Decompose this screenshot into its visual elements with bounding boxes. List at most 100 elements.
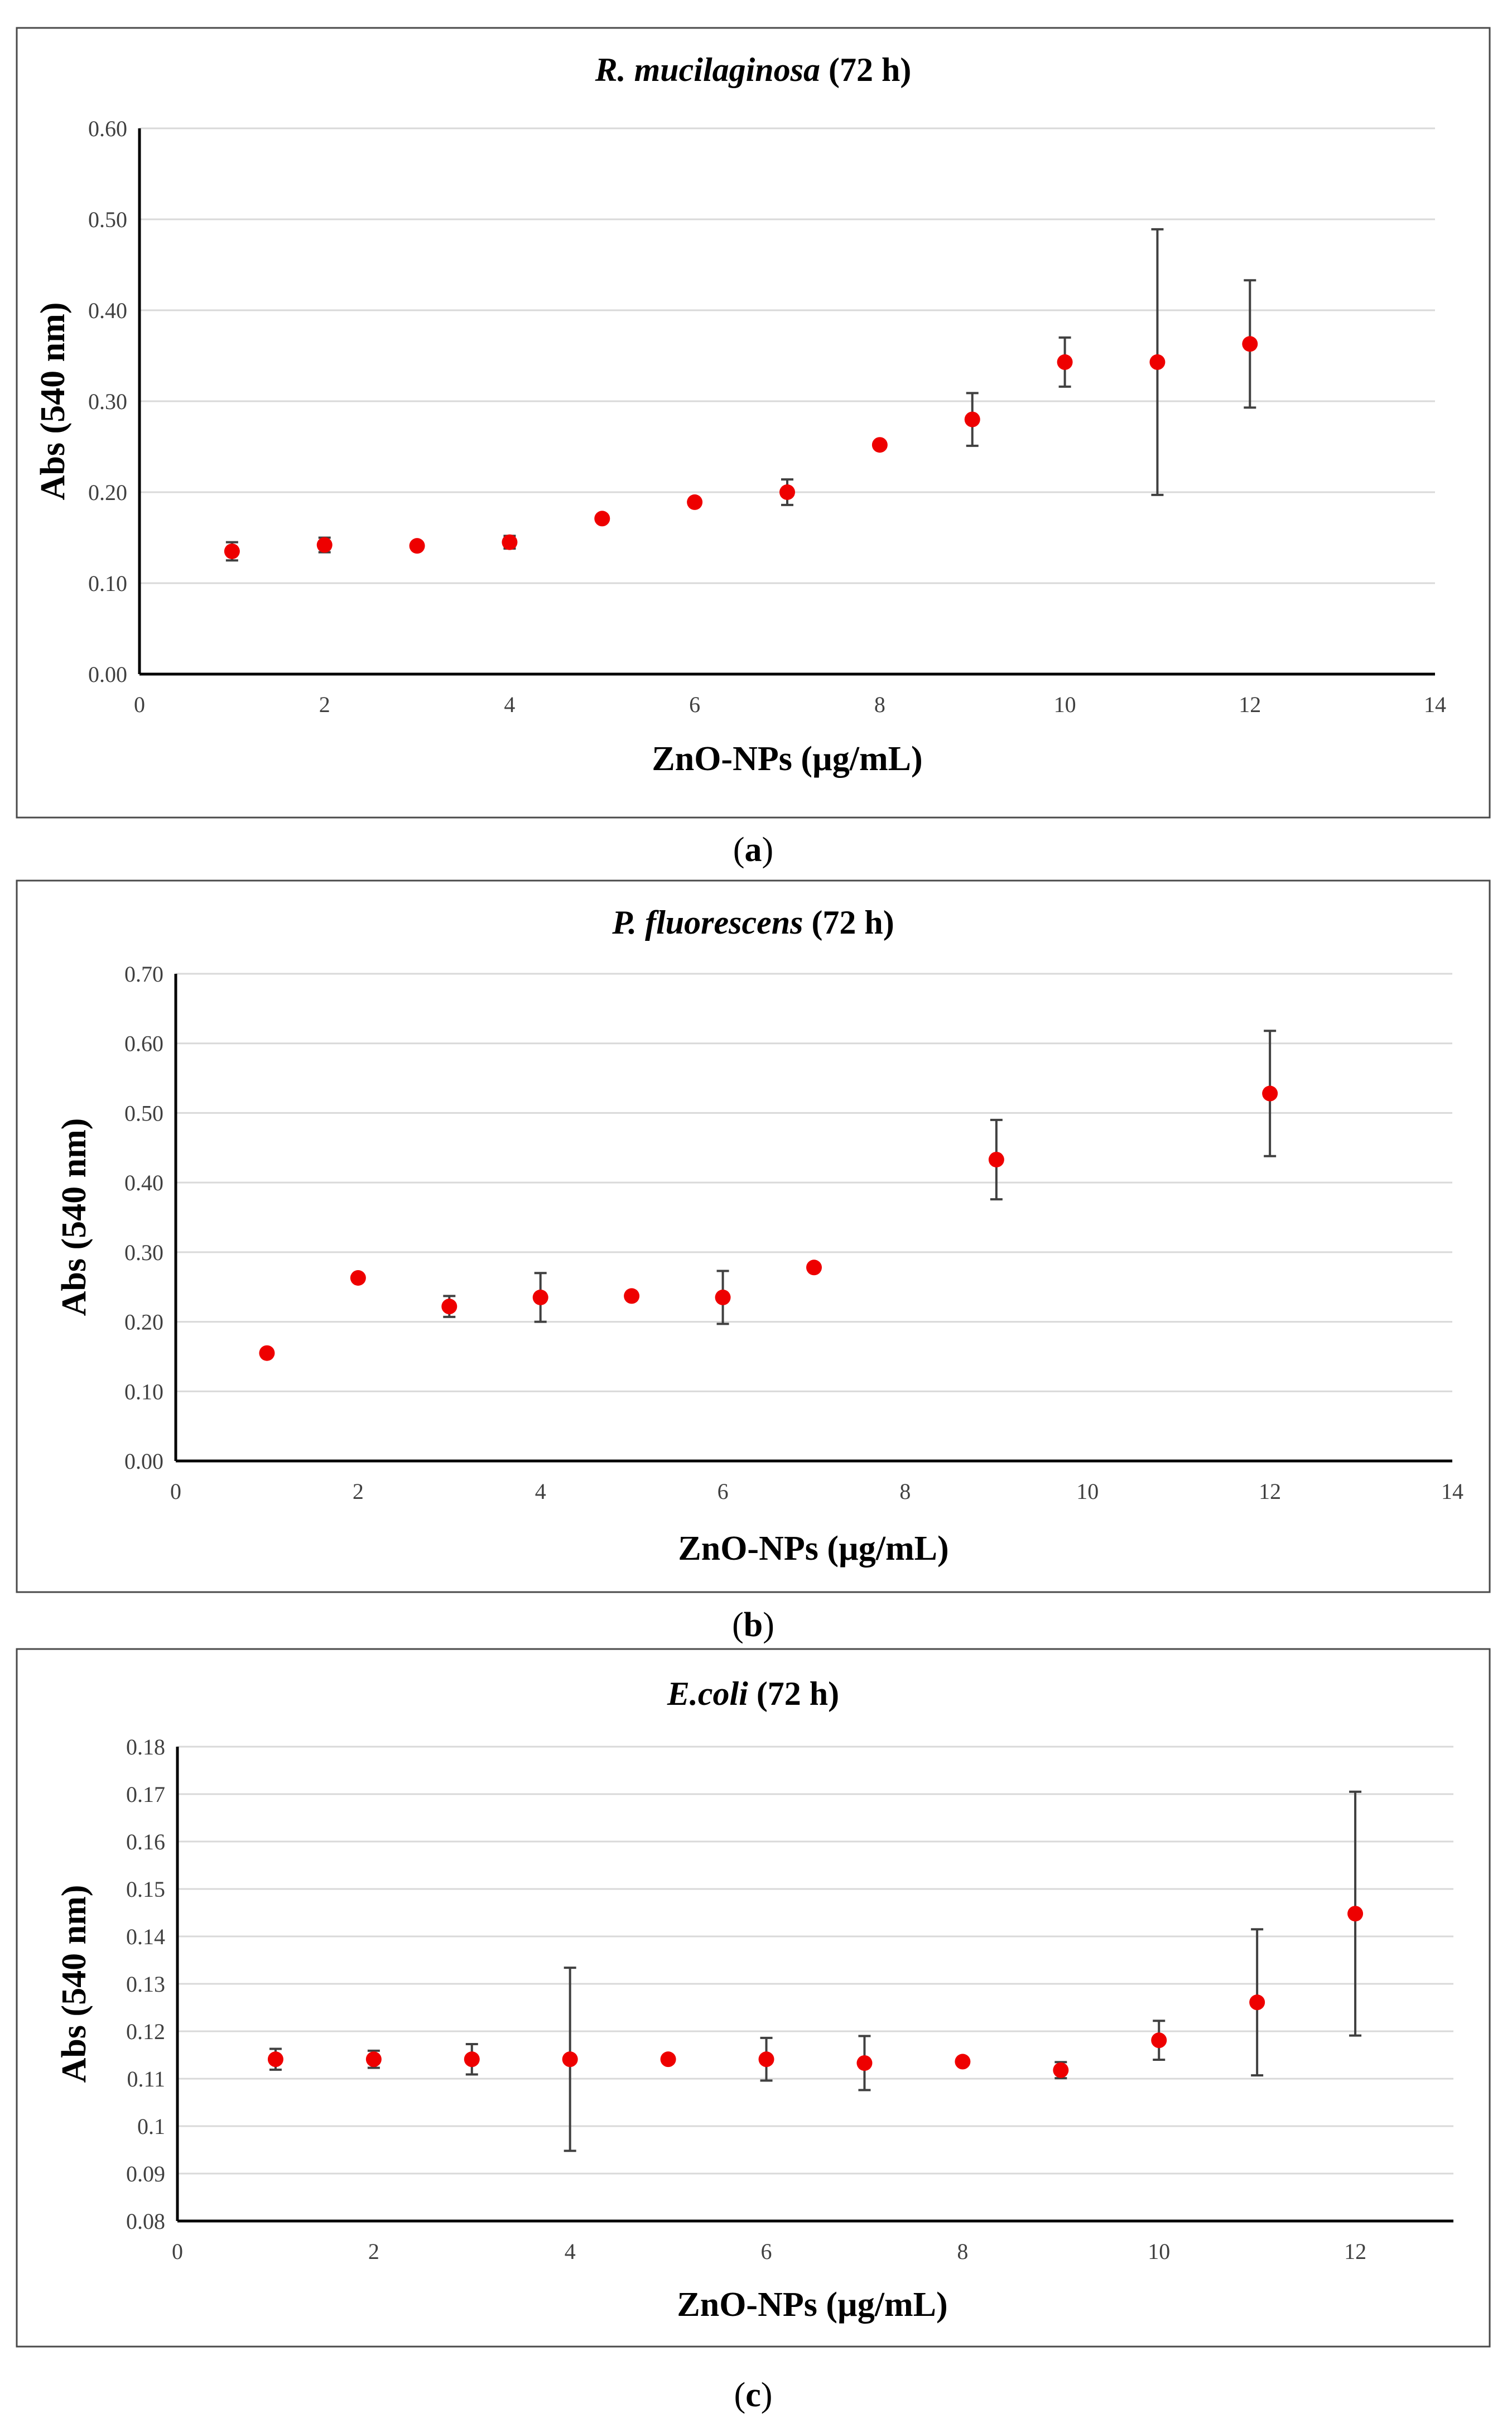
y-tick-b-3: 0.30: [124, 1240, 163, 1265]
y-tick-b-4: 0.40: [124, 1170, 163, 1195]
data-point-c-1: [267, 2047, 283, 2071]
panel-a: R. mucilaginosa (72 h) 0.000.100.200.300…: [16, 27, 1491, 819]
y-tick-b-5: 0.50: [124, 1100, 163, 1126]
y-tick-c-7: 0.15: [126, 1877, 165, 1902]
marker-b-4: [532, 1289, 548, 1305]
y-tick-c-1: 0.09: [126, 2161, 165, 2186]
data-point-c-3: [464, 2042, 480, 2076]
data-point-a-2: [316, 536, 333, 554]
marker-c-1: [267, 2051, 283, 2068]
y-tick-labels-a: 0.00 0.10 0.20 0.30 0.40 0.50 0.60: [88, 116, 127, 687]
gridlines-a: [139, 127, 1435, 584]
data-point-c-11: [1249, 1928, 1265, 2077]
y-tick-a-2: 0.20: [88, 480, 127, 505]
x-tick-a-6: 12: [1239, 692, 1261, 717]
y-tick-c-8: 0.16: [126, 1829, 165, 1854]
marker-b-2: [350, 1270, 366, 1286]
data-series-b: [259, 1030, 1278, 1361]
y-tick-a-1: 0.10: [88, 571, 127, 596]
marker-b-5: [624, 1288, 640, 1304]
y-axis-title-c: Abs (540 nm): [55, 1885, 93, 2083]
panel-label-b: (b): [732, 1606, 774, 1644]
marker-c-8: [955, 2054, 971, 2070]
data-point-a-3: [409, 538, 425, 554]
data-point-c-9: [1053, 2061, 1069, 2080]
gridlines-b: [176, 973, 1452, 1392]
chart-frame-a: [16, 27, 1491, 819]
y-tick-b-2: 0.20: [124, 1310, 163, 1335]
data-point-c-7: [856, 2035, 873, 2092]
marker-a-9: [964, 411, 980, 427]
x-tick-a-4: 8: [874, 692, 885, 717]
data-point-c-10: [1151, 2020, 1167, 2061]
x-tick-b-3: 6: [718, 1479, 729, 1504]
x-tick-c-2: 4: [565, 2239, 576, 2264]
x-tick-b-7: 14: [1441, 1479, 1463, 1504]
marker-c-4: [562, 2051, 578, 2068]
y-tick-a-3: 0.30: [88, 389, 127, 414]
marker-a-8: [871, 437, 888, 453]
x-tick-c-3: 6: [761, 2239, 772, 2264]
x-tick-b-2: 4: [535, 1479, 546, 1504]
x-tick-labels-a: 0 2 4 6 8 10 12 14: [134, 692, 1446, 717]
x-tick-b-0: 0: [170, 1479, 181, 1504]
marker-c-6: [758, 2051, 774, 2068]
x-tick-b-4: 8: [899, 1479, 911, 1504]
y-tick-b-0: 0.00: [124, 1449, 163, 1474]
chart-frame-c: [16, 1648, 1491, 2348]
data-point-b-12: [1262, 1030, 1278, 1157]
y-tick-c-4: 0.12: [126, 2019, 165, 2044]
y-tick-c-3: 0.11: [127, 2066, 165, 2092]
x-tick-c-4: 8: [957, 2239, 968, 2264]
y-tick-c-9: 0.17: [126, 1782, 165, 1807]
data-point-c-8: [955, 2054, 971, 2070]
marker-a-5: [594, 511, 610, 527]
panel-c: E.coli (72 h) 0.08 0.09 0.1 0.11 0.12 0.13 0.1…: [16, 1648, 1491, 2348]
panel-label-c: (c): [734, 2376, 773, 2414]
data-point-b-7: [806, 1260, 822, 1276]
data-point-c-4: [562, 1967, 578, 2152]
data-point-a-10: [1057, 336, 1073, 388]
marker-b-12: [1262, 1085, 1278, 1102]
x-tick-c-1: 2: [368, 2239, 379, 2264]
y-tick-labels-c: 0.08 0.09 0.1 0.11 0.12 0.13 0.14 0.15 0.16 0.17 0…: [126, 1734, 165, 2234]
marker-c-11: [1249, 1994, 1265, 2011]
y-tick-b-1: 0.10: [124, 1379, 163, 1404]
data-point-b-6: [715, 1270, 731, 1325]
chart-title-b: P. fluorescens (72 h): [611, 904, 894, 941]
x-axis-title-c: ZnO-NPs (µg/mL): [677, 2286, 947, 2324]
data-point-b-3: [441, 1295, 458, 1318]
x-tick-b-6: 12: [1259, 1479, 1281, 1504]
marker-a-4: [502, 534, 518, 550]
data-point-c-2: [365, 2049, 382, 2069]
data-point-a-12: [1242, 279, 1258, 409]
x-tick-a-2: 4: [504, 692, 515, 717]
chart-frame-b: [16, 879, 1491, 1593]
marker-c-10: [1151, 2032, 1167, 2049]
panel-label-a: (a): [733, 831, 773, 869]
data-point-a-4: [502, 534, 518, 550]
x-tick-b-5: 10: [1076, 1479, 1099, 1504]
marker-c-5: [660, 2051, 676, 2068]
y-tick-b-6: 0.60: [124, 1031, 163, 1056]
data-series-a: [224, 228, 1258, 562]
marker-a-10: [1057, 354, 1073, 370]
marker-c-9: [1053, 2062, 1069, 2078]
x-tick-a-7: 14: [1424, 692, 1446, 717]
marker-a-3: [409, 538, 425, 554]
marker-b-7: [806, 1260, 822, 1276]
y-tick-a-0: 0.00: [88, 662, 127, 687]
y-tick-c-5: 0.13: [126, 1972, 165, 1997]
data-point-b-1: [259, 1345, 275, 1361]
x-tick-a-5: 10: [1054, 692, 1076, 717]
marker-a-1: [224, 543, 240, 559]
y-axis-title-a: Abs (540 nm): [34, 302, 72, 501]
y-tick-a-4: 0.40: [88, 298, 127, 323]
marker-a-6: [687, 494, 703, 510]
data-point-a-9: [964, 392, 980, 447]
marker-a-7: [779, 484, 795, 500]
data-point-a-8: [871, 437, 888, 453]
data-point-b-5: [624, 1288, 640, 1304]
marker-a-2: [316, 537, 333, 553]
data-point-a-5: [594, 511, 610, 527]
